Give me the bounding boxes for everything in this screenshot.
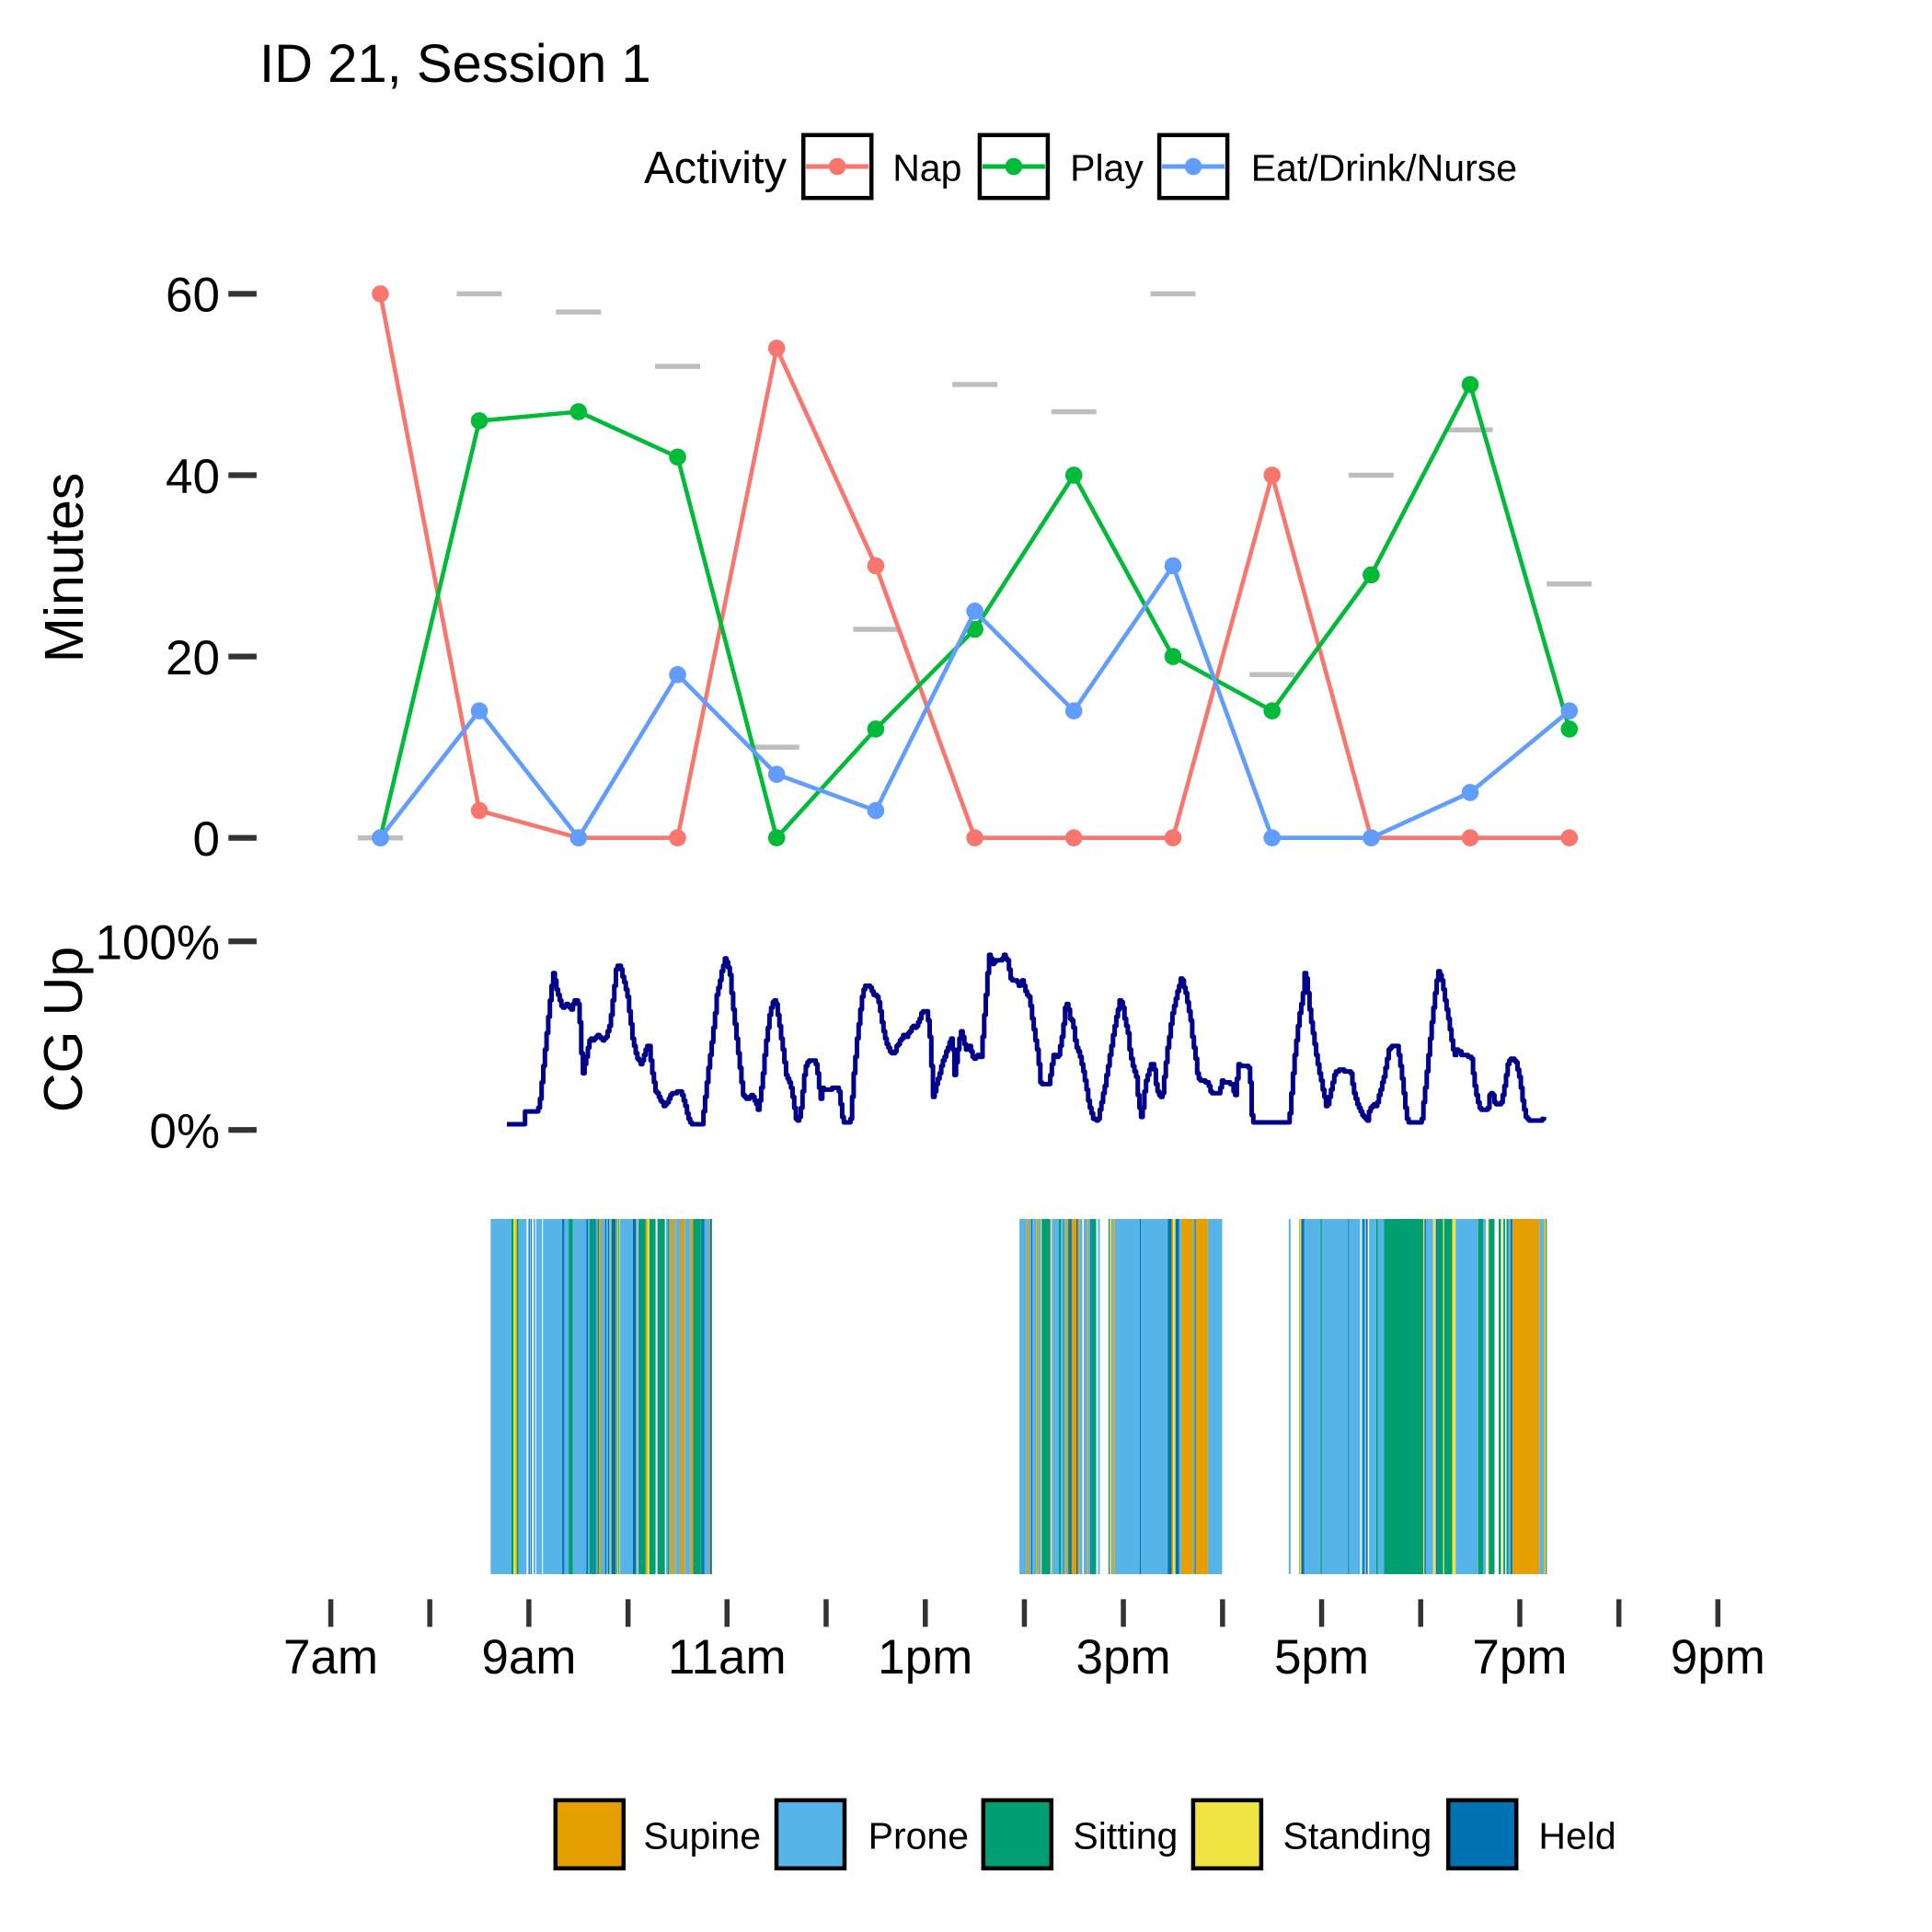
svg-text:Supine: Supine (643, 1815, 761, 1857)
svg-text:Held: Held (1538, 1815, 1616, 1857)
svg-text:Sitting: Sitting (1073, 1815, 1178, 1857)
svg-text:Standing: Standing (1283, 1815, 1432, 1857)
svg-text:Prone: Prone (868, 1815, 969, 1857)
svg-text:Activity: Activity (644, 144, 788, 193)
svg-text:7am: 7am (283, 1630, 378, 1685)
svg-text:0%: 0% (149, 1105, 220, 1159)
svg-text:9am: 9am (481, 1630, 576, 1685)
svg-text:3pm: 3pm (1076, 1630, 1171, 1685)
svg-text:11am: 11am (668, 1630, 787, 1685)
svg-text:Eat/Drink/Nurse: Eat/Drink/Nurse (1251, 147, 1517, 190)
svg-text:CG Up: CG Up (33, 947, 94, 1112)
svg-text:0: 0 (193, 812, 220, 867)
svg-text:20: 20 (166, 631, 220, 685)
svg-text:Nap: Nap (892, 147, 961, 190)
svg-text:Minutes: Minutes (34, 473, 95, 663)
svg-text:ID 21, Session 1: ID 21, Session 1 (259, 34, 651, 94)
svg-text:60: 60 (166, 269, 220, 323)
svg-text:1pm: 1pm (878, 1630, 972, 1685)
svg-text:100%: 100% (95, 916, 220, 971)
svg-text:40: 40 (166, 450, 220, 504)
svg-text:9pm: 9pm (1671, 1630, 1765, 1685)
svg-text:5pm: 5pm (1274, 1630, 1369, 1685)
svg-text:Play: Play (1070, 147, 1144, 190)
svg-text:7pm: 7pm (1472, 1630, 1567, 1685)
